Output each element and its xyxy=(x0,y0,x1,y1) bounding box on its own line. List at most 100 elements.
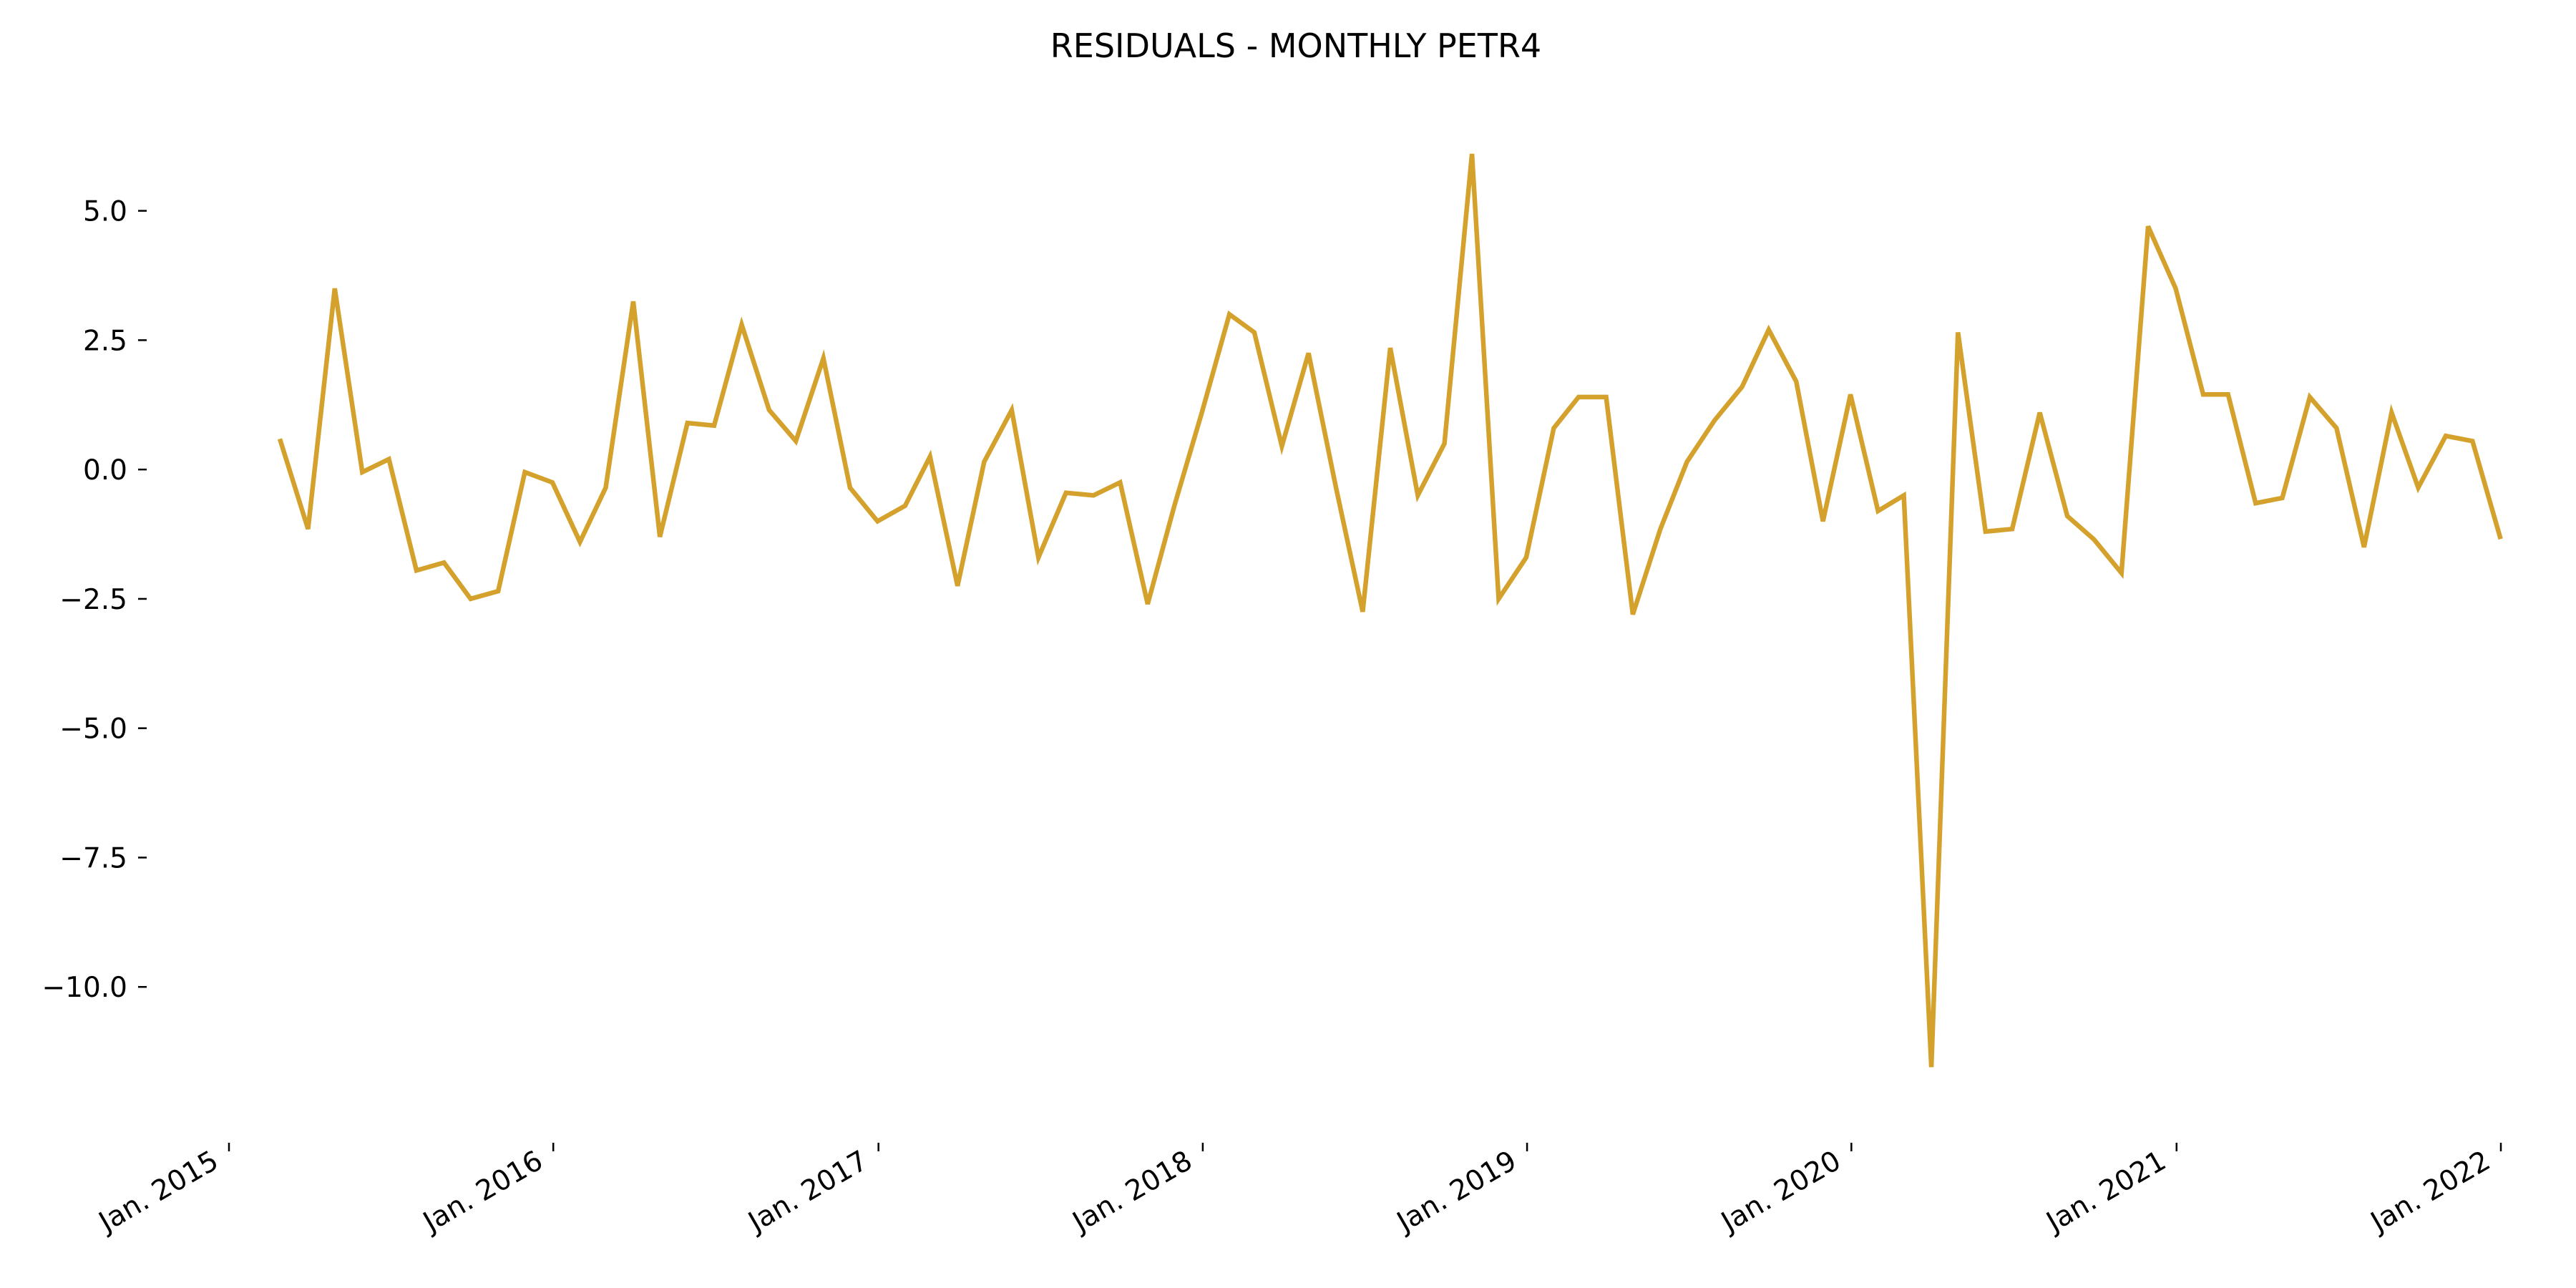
data-point xyxy=(360,470,364,474)
y-tick-label: −5.0 xyxy=(59,713,127,746)
data-point xyxy=(496,589,500,593)
data-point xyxy=(333,286,337,291)
data-point xyxy=(848,486,852,490)
data-point xyxy=(2362,545,2366,550)
data-point xyxy=(1876,509,1880,513)
data-point xyxy=(955,584,960,588)
data-point xyxy=(767,408,771,412)
data-point xyxy=(821,356,826,361)
data-point xyxy=(1415,493,1420,497)
y-tick-label: 2.5 xyxy=(83,325,127,357)
data-point xyxy=(712,424,716,428)
data-point xyxy=(2416,486,2421,490)
data-point xyxy=(1334,486,1338,490)
data-point xyxy=(2201,392,2205,396)
data-point xyxy=(2253,501,2258,505)
x-tick-label: Jan. 2015 xyxy=(92,1145,224,1240)
data-point xyxy=(2308,395,2312,399)
data-point xyxy=(1172,504,1176,508)
data-point xyxy=(2010,527,2014,531)
x-tick-label: Jan. 2020 xyxy=(1714,1145,1847,1240)
data-point xyxy=(1956,331,1960,335)
y-tick-label: −7.5 xyxy=(59,842,127,874)
data-point xyxy=(2092,537,2096,542)
data-point xyxy=(1010,408,1014,412)
data-point xyxy=(740,323,744,327)
data-point xyxy=(1496,597,1501,601)
data-point xyxy=(1307,351,1311,356)
data-point xyxy=(1252,331,1257,335)
data-point xyxy=(1740,385,1745,389)
series-layer xyxy=(277,152,2503,1069)
y-tick-label: 0.0 xyxy=(83,454,127,487)
data-point xyxy=(1388,346,1392,350)
y-tick-label: −2.5 xyxy=(59,584,127,616)
data-point xyxy=(1200,411,1204,415)
data-point xyxy=(1576,395,1581,399)
data-point xyxy=(1902,493,1906,497)
data-point xyxy=(2470,439,2474,443)
x-tick-label: Jan. 2017 xyxy=(741,1145,874,1240)
data-point xyxy=(1685,459,1689,464)
data-point xyxy=(1767,328,1771,332)
data-point xyxy=(550,480,555,484)
data-point xyxy=(1360,610,1365,614)
chart-title: RESIDUALS - MONTHLY PETR4 xyxy=(1050,26,1541,65)
data-point xyxy=(1091,493,1096,497)
x-tick-label: Jan. 2018 xyxy=(1065,1145,1198,1240)
data-point xyxy=(1470,152,1474,156)
x-tick-label: Jan. 2019 xyxy=(1390,1145,1523,1240)
data-point xyxy=(686,421,690,425)
x-axis: Jan. 2015 Jan. 2016 Jan. 2017 Jan. 2018 Jan.… xyxy=(92,1143,2502,1240)
data-point xyxy=(1712,419,1717,423)
data-point xyxy=(982,459,986,464)
data-point xyxy=(1604,395,1609,399)
data-point xyxy=(442,560,447,565)
data-point xyxy=(2334,426,2338,430)
data-point xyxy=(2498,535,2502,539)
data-point xyxy=(903,504,907,508)
data-point xyxy=(794,439,798,443)
residuals-series-line xyxy=(277,153,2503,1068)
data-point xyxy=(1984,530,1988,534)
y-tick-label: 5.0 xyxy=(83,196,127,228)
data-point xyxy=(278,439,283,443)
data-point xyxy=(578,540,582,544)
x-tick-label: Jan. 2016 xyxy=(416,1145,549,1240)
y-tick-label: −10.0 xyxy=(42,972,127,1004)
x-tick-label: Jan. 2022 xyxy=(2363,1145,2496,1240)
y-axis: 5.0 2.5 0.0 −2.5 −5.0 −7.5 −10.0 xyxy=(42,196,147,1004)
data-point xyxy=(2174,286,2178,291)
data-point xyxy=(2065,514,2069,518)
data-point xyxy=(1929,1065,1933,1069)
data-point xyxy=(928,454,932,459)
data-point xyxy=(1443,441,1447,446)
data-point xyxy=(1524,555,1528,560)
data-point xyxy=(1227,312,1231,316)
data-point xyxy=(1658,527,1662,531)
data-point xyxy=(523,470,527,474)
data-point xyxy=(2146,224,2150,228)
data-point xyxy=(2280,496,2285,500)
data-point xyxy=(387,457,391,462)
x-tick-label: Jan. 2021 xyxy=(2039,1145,2172,1240)
data-point xyxy=(1146,602,1150,606)
data-point xyxy=(1064,491,1068,495)
data-point xyxy=(414,568,419,572)
data-point xyxy=(1821,519,1825,524)
data-point xyxy=(306,527,311,531)
data-point xyxy=(1794,379,1798,384)
data-point xyxy=(631,299,635,303)
data-point xyxy=(2119,571,2124,575)
data-point xyxy=(1118,480,1122,484)
data-point xyxy=(1848,392,1853,396)
data-point xyxy=(469,597,473,601)
data-point xyxy=(2389,411,2394,415)
data-point xyxy=(1631,613,1635,617)
data-point xyxy=(2226,392,2230,396)
data-point xyxy=(1279,444,1284,449)
data-point xyxy=(2444,434,2448,438)
data-point xyxy=(604,486,608,490)
data-point xyxy=(1036,555,1040,560)
